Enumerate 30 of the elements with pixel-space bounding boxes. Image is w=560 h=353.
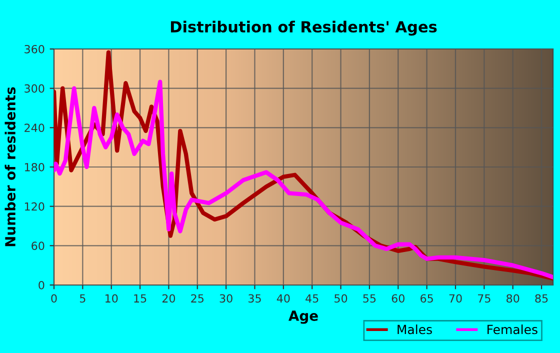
x-tick-label: 55 <box>363 294 376 303</box>
x-tick-label: 50 <box>334 294 348 303</box>
y-tick-label: 120 <box>24 202 44 211</box>
y-axis-title: Number of residents <box>4 87 16 246</box>
x-tick-label: 0 <box>51 294 57 303</box>
x-tick-label: 80 <box>506 294 520 303</box>
x-tick-label: 25 <box>191 294 204 303</box>
x-tick-label: 15 <box>134 294 146 303</box>
x-tick-label: 20 <box>162 294 176 303</box>
x-tick-label: 85 <box>535 294 548 303</box>
y-tick-label: 240 <box>24 124 44 132</box>
x-tick-label: 75 <box>478 294 490 303</box>
x-tick-label: 5 <box>80 294 86 303</box>
x-tick-label: 10 <box>106 294 118 303</box>
x-tick-label: 40 <box>276 294 290 303</box>
chart-title: Distribution of Residents' Ages <box>170 20 437 36</box>
x-tick-label: 70 <box>449 294 462 303</box>
y-tick-label: 60 <box>32 242 44 250</box>
x-tick-label: 65 <box>420 294 433 303</box>
y-tick-label: 300 <box>24 84 44 93</box>
x-tick-label: 45 <box>306 294 318 303</box>
y-tick-label: 180 <box>24 162 44 172</box>
x-tick-label: 30 <box>220 294 232 303</box>
legend-label: Females <box>488 324 538 334</box>
x-tick-label: 60 <box>392 294 404 303</box>
x-axis-title: Age <box>288 310 318 324</box>
x-tick-label: 35 <box>248 294 261 303</box>
y-tick-label: 0 <box>38 280 44 290</box>
y-tick-label: 360 <box>24 44 44 54</box>
legend-label: Males <box>398 324 432 334</box>
